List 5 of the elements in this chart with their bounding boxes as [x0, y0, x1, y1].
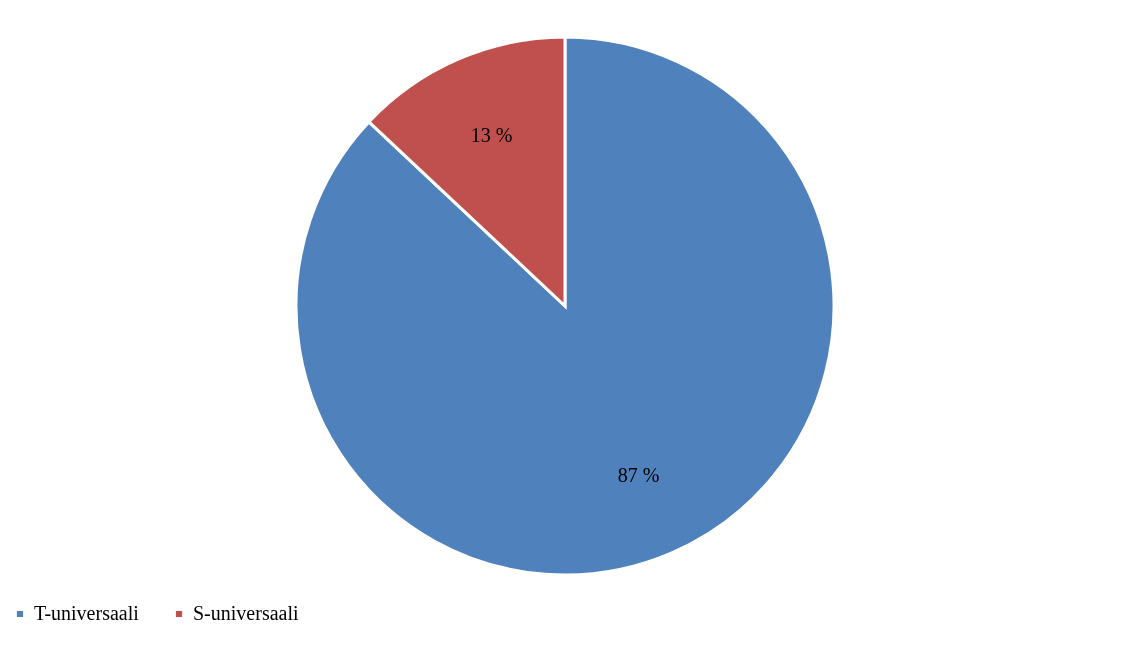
legend-label: T-universaali — [34, 602, 140, 624]
legend-label: S-universaali — [193, 602, 299, 624]
data-label: 13 % — [470, 124, 513, 147]
pie-slice — [294, 35, 836, 577]
data-label: 87 % — [617, 463, 660, 486]
